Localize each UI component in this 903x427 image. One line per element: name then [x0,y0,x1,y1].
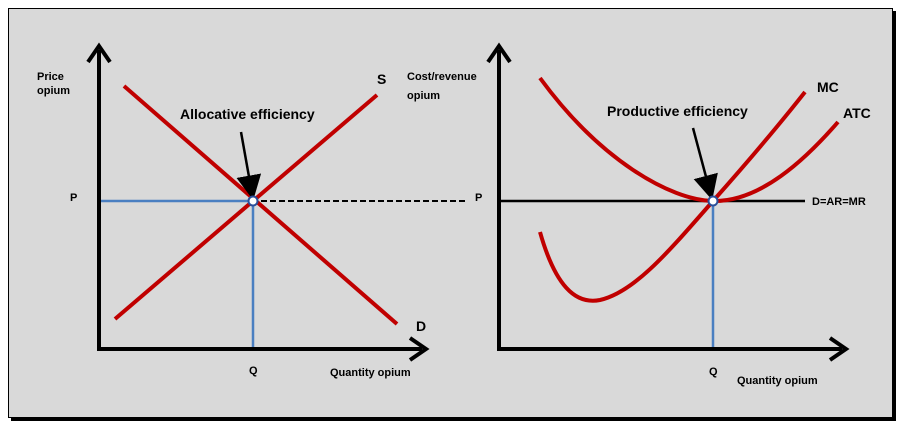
right-ylabel-2: opium [407,90,440,102]
mc-curve [538,90,807,303]
demand-curve [122,84,399,326]
atc-curve [538,76,840,204]
left-ylabel-2: opium [37,85,70,97]
productive-point [707,195,719,207]
left-chart: Price opium P Q Quantity opium Allocativ… [37,42,468,379]
atc-label: ATC [843,105,871,121]
demand-ar-mr-label: D=AR=MR [812,196,866,208]
productive-arrow [691,127,718,201]
right-x-arrow [828,336,850,362]
allocative-label: Allocative efficiency [180,106,315,122]
mc-label: MC [817,79,839,95]
left-y-arrow [86,42,112,64]
right-chart: Cost/revenue opium P Q Quantity opium Pr… [407,42,871,387]
left-xlabel: Quantity opium [330,367,411,379]
left-ylabel-1: Price [37,71,64,83]
right-ylabel-1: Cost/revenue [407,71,477,83]
right-quantity-tick: Q [709,366,718,378]
supply-label: S [377,71,386,87]
allocative-point [247,195,259,207]
left-x-arrow [408,336,430,362]
allocative-arrow [236,131,262,201]
right-y-arrow [486,42,512,64]
right-price-tick: P [475,192,482,204]
right-xlabel: Quantity opium [737,375,818,387]
left-price-tick: P [70,192,77,204]
productive-label: Productive efficiency [607,103,748,119]
demand-label: D [416,318,426,334]
supply-curve [113,93,379,321]
left-quantity-tick: Q [249,365,258,377]
